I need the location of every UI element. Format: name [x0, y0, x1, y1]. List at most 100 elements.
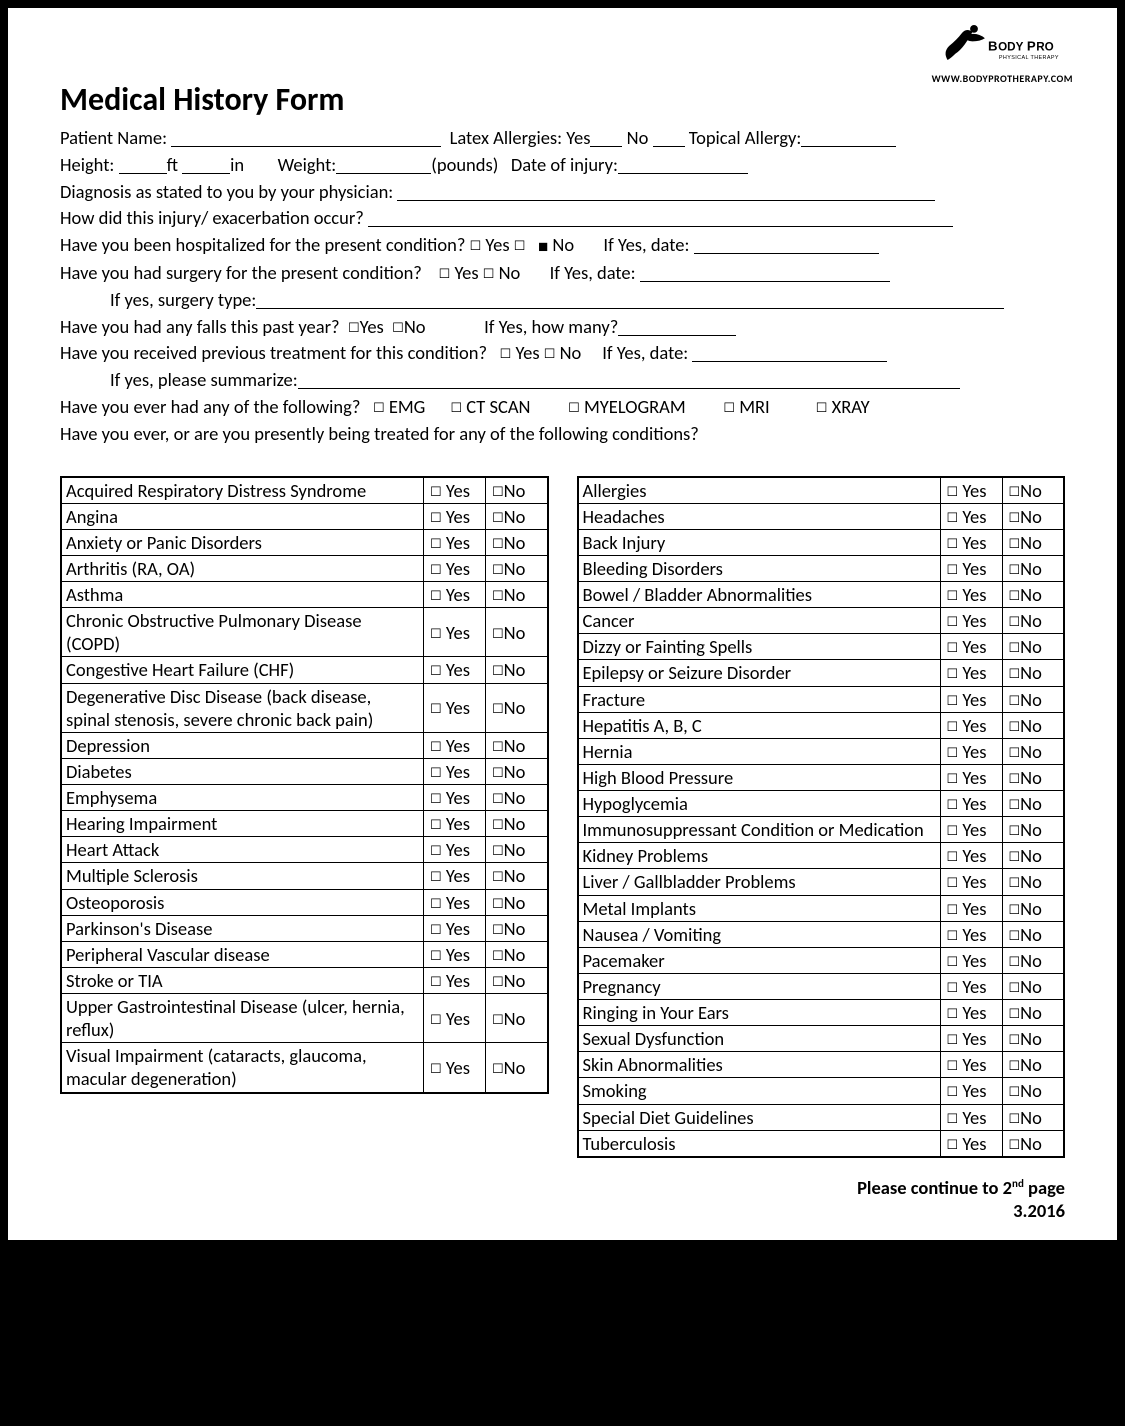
- checkbox-falls-yes[interactable]: ☐: [348, 320, 360, 339]
- condition-no[interactable]: ☐No: [1002, 791, 1064, 817]
- condition-yes[interactable]: ☐ Yes: [424, 683, 486, 732]
- condition-no[interactable]: ☐No: [1002, 817, 1064, 843]
- condition-yes[interactable]: ☐ Yes: [424, 503, 486, 529]
- condition-no[interactable]: ☐No: [1002, 712, 1064, 738]
- checkbox-prev-yes[interactable]: ☐: [500, 346, 512, 365]
- condition-no[interactable]: ☐No: [1002, 555, 1064, 581]
- checkbox-surg-yes[interactable]: ☐: [439, 266, 451, 285]
- blank-how-injury[interactable]: [368, 226, 953, 227]
- condition-no[interactable]: ☐No: [486, 1043, 548, 1093]
- blank-latex-no[interactable]: [653, 146, 685, 147]
- condition-yes[interactable]: ☐ Yes: [424, 837, 486, 863]
- condition-no[interactable]: ☐No: [1002, 1130, 1064, 1157]
- condition-no[interactable]: ☐No: [1002, 503, 1064, 529]
- blank-in[interactable]: [182, 173, 230, 174]
- condition-yes[interactable]: ☐ Yes: [940, 555, 1002, 581]
- condition-no[interactable]: ☐No: [1002, 947, 1064, 973]
- condition-no[interactable]: ☐No: [1002, 1026, 1064, 1052]
- blank-doi[interactable]: [618, 173, 748, 174]
- condition-yes[interactable]: ☐ Yes: [424, 555, 486, 581]
- blank-weight[interactable]: [336, 173, 431, 174]
- blank-summarize[interactable]: [298, 388, 960, 389]
- condition-no[interactable]: ☐No: [486, 811, 548, 837]
- condition-yes[interactable]: ☐ Yes: [940, 817, 1002, 843]
- condition-no[interactable]: ☐No: [486, 863, 548, 889]
- condition-yes[interactable]: ☐ Yes: [940, 1052, 1002, 1078]
- checkbox-hosp-yes[interactable]: ☐: [470, 238, 482, 257]
- condition-yes[interactable]: ☐ Yes: [940, 738, 1002, 764]
- condition-no[interactable]: ☐No: [486, 837, 548, 863]
- condition-no[interactable]: ☐No: [1002, 1000, 1064, 1026]
- condition-no[interactable]: ☐No: [486, 657, 548, 683]
- condition-yes[interactable]: ☐ Yes: [940, 1104, 1002, 1130]
- blank-surgery-type[interactable]: [256, 308, 1004, 309]
- condition-no[interactable]: ☐No: [486, 582, 548, 608]
- condition-yes[interactable]: ☐ Yes: [940, 608, 1002, 634]
- condition-yes[interactable]: ☐ Yes: [940, 1000, 1002, 1026]
- blank-latex-yes[interactable]: [590, 146, 622, 147]
- blank-ft[interactable]: [119, 173, 167, 174]
- checkbox-mri[interactable]: ☐: [723, 400, 735, 419]
- condition-no[interactable]: ☐No: [486, 967, 548, 993]
- condition-yes[interactable]: ☐ Yes: [424, 529, 486, 555]
- blank-topical[interactable]: [801, 146, 896, 147]
- condition-yes[interactable]: ☐ Yes: [940, 921, 1002, 947]
- condition-no[interactable]: ☐No: [486, 758, 548, 784]
- blank-patient-name[interactable]: [171, 146, 441, 147]
- condition-yes[interactable]: ☐ Yes: [940, 869, 1002, 895]
- condition-no[interactable]: ☐No: [486, 994, 548, 1043]
- blank-surg-date[interactable]: [640, 281, 890, 282]
- condition-no[interactable]: ☐No: [1002, 738, 1064, 764]
- condition-yes[interactable]: ☐ Yes: [940, 686, 1002, 712]
- condition-yes[interactable]: ☐ Yes: [424, 608, 486, 657]
- condition-yes[interactable]: ☐ Yes: [424, 941, 486, 967]
- condition-yes[interactable]: ☐ Yes: [424, 967, 486, 993]
- condition-yes[interactable]: ☐ Yes: [940, 843, 1002, 869]
- condition-no[interactable]: ☐No: [486, 915, 548, 941]
- blank-how-many[interactable]: [618, 335, 736, 336]
- condition-no[interactable]: ☐No: [486, 785, 548, 811]
- condition-no[interactable]: ☐No: [486, 555, 548, 581]
- condition-no[interactable]: ☐No: [1002, 764, 1064, 790]
- condition-yes[interactable]: ☐ Yes: [940, 503, 1002, 529]
- condition-no[interactable]: ☐No: [1002, 1078, 1064, 1104]
- condition-no[interactable]: ☐No: [486, 529, 548, 555]
- condition-yes[interactable]: ☐ Yes: [940, 529, 1002, 555]
- condition-yes[interactable]: ☐ Yes: [424, 811, 486, 837]
- condition-yes[interactable]: ☐ Yes: [424, 889, 486, 915]
- condition-no[interactable]: ☐No: [486, 503, 548, 529]
- condition-yes[interactable]: ☐ Yes: [424, 657, 486, 683]
- condition-no[interactable]: ☐No: [486, 683, 548, 732]
- condition-yes[interactable]: ☐ Yes: [940, 634, 1002, 660]
- checkbox-emg[interactable]: ☐: [373, 400, 385, 419]
- condition-no[interactable]: ☐No: [1002, 660, 1064, 686]
- condition-no[interactable]: ☐No: [486, 608, 548, 657]
- blank-diagnosis[interactable]: [397, 200, 935, 201]
- checkbox-xray[interactable]: ☐: [816, 400, 828, 419]
- checkbox-surg-no[interactable]: ☐: [483, 266, 495, 285]
- condition-yes[interactable]: ☐ Yes: [940, 582, 1002, 608]
- condition-yes[interactable]: ☐ Yes: [424, 1043, 486, 1093]
- condition-yes[interactable]: ☐ Yes: [940, 764, 1002, 790]
- checkbox-ct[interactable]: ☐: [450, 400, 462, 419]
- checkbox-myelogram[interactable]: ☐: [568, 400, 580, 419]
- condition-no[interactable]: ☐No: [486, 889, 548, 915]
- condition-yes[interactable]: ☐ Yes: [940, 973, 1002, 999]
- condition-yes[interactable]: ☐ Yes: [940, 791, 1002, 817]
- condition-no[interactable]: ☐No: [486, 941, 548, 967]
- condition-yes[interactable]: ☐ Yes: [424, 758, 486, 784]
- condition-no[interactable]: ☐No: [1002, 973, 1064, 999]
- condition-no[interactable]: ☐No: [1002, 582, 1064, 608]
- condition-no[interactable]: ☐No: [1002, 608, 1064, 634]
- blank-hosp-date[interactable]: [694, 253, 879, 254]
- condition-no[interactable]: ☐No: [1002, 843, 1064, 869]
- condition-no[interactable]: ☐No: [1002, 921, 1064, 947]
- checkbox-prev-no[interactable]: ☐: [544, 346, 556, 365]
- blank-prev-date[interactable]: [692, 361, 887, 362]
- condition-yes[interactable]: ☐ Yes: [940, 660, 1002, 686]
- condition-yes[interactable]: ☐ Yes: [940, 1130, 1002, 1157]
- condition-no[interactable]: ☐No: [1002, 869, 1064, 895]
- condition-yes[interactable]: ☐ Yes: [940, 1026, 1002, 1052]
- condition-no[interactable]: ☐No: [1002, 686, 1064, 712]
- condition-yes[interactable]: ☐ Yes: [940, 477, 1002, 504]
